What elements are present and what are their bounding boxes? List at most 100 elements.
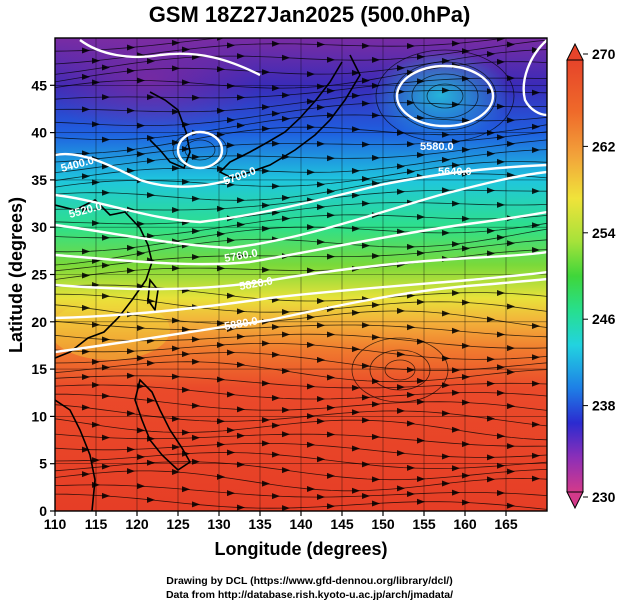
- flow-arrow: [192, 458, 200, 465]
- flow-arrow: [82, 150, 90, 157]
- flow-arrow: [442, 131, 450, 138]
- flow-arrow: [172, 165, 180, 172]
- flow-arrow: [307, 71, 315, 78]
- contour-northwest: [79, 39, 261, 77]
- flow-arrow: [262, 340, 270, 347]
- flow-arrow: [127, 348, 135, 355]
- flow-arrow: [372, 180, 380, 187]
- flow-arrow: [82, 272, 90, 279]
- flow-arrow: [372, 476, 380, 483]
- x-tick-label: 115: [85, 516, 108, 532]
- flow-arrow: [102, 64, 110, 71]
- flow-arrow: [192, 402, 200, 409]
- flow-arrow: [137, 250, 145, 257]
- contour-label-5820: 5820.0: [238, 275, 273, 293]
- flow-arrow: [147, 192, 155, 199]
- flow-arrow: [172, 373, 180, 380]
- flow-arrow: [462, 215, 470, 222]
- flow-arrow: [362, 417, 370, 424]
- colorbar-top-arrow: [566, 42, 584, 61]
- circulation-ring: [393, 61, 497, 131]
- colorbar-label: 230: [592, 489, 616, 505]
- flow-arrow: [182, 386, 190, 393]
- contour-label-5760: 5760.0: [223, 247, 258, 265]
- flow-arrow: [372, 500, 380, 507]
- flow-arrow: [497, 38, 505, 42]
- flow-arrow: [407, 69, 415, 76]
- circulation-ring: [411, 73, 479, 119]
- flow-arrow: [307, 267, 315, 274]
- flow-arrow: [362, 77, 370, 84]
- contour-5580: [55, 170, 547, 250]
- flow-arrow: [317, 356, 325, 363]
- flow-arrow: [362, 141, 370, 148]
- flow-arrow: [82, 471, 90, 478]
- flow-arrow: [487, 88, 495, 95]
- flow-arrow: [327, 404, 335, 411]
- flow-arrow: [262, 125, 270, 132]
- flow-arrow: [407, 366, 415, 373]
- flow-arrow: [327, 188, 335, 195]
- flow-arrow: [262, 167, 270, 174]
- y-tick-label: 0: [39, 503, 47, 519]
- flow-arrow: [362, 176, 370, 183]
- flow-arrow: [92, 179, 100, 186]
- coast-korea: [149, 91, 191, 170]
- flow-arrow: [192, 501, 200, 508]
- flow-arrow: [192, 336, 200, 343]
- flow-arrow: [217, 107, 225, 114]
- flow-arrow: [282, 308, 290, 315]
- x-tick-label: 165: [494, 516, 518, 532]
- flow-arrow: [172, 468, 180, 475]
- flow-arrow: [147, 58, 155, 65]
- flow-arrow: [327, 503, 335, 510]
- contour-5820: [55, 277, 547, 354]
- flow-arrow: [417, 377, 425, 384]
- flow-arrow: [462, 342, 470, 349]
- colorbar-bottom-arrow: [566, 491, 584, 510]
- flow-arrow: [362, 362, 370, 369]
- streamline: [55, 249, 547, 280]
- flow-arrow: [532, 23, 540, 29]
- flow-arrow: [327, 431, 335, 438]
- flow-arrow: [407, 42, 415, 49]
- flow-arrow: [452, 241, 460, 248]
- flow-arrow: [272, 351, 280, 358]
- flow-arrow: [327, 472, 335, 479]
- flow-arrow: [507, 502, 515, 509]
- flow-arrow: [227, 292, 235, 299]
- flow-arrow: [82, 373, 90, 380]
- streamline: [55, 189, 547, 211]
- flow-arrow: [282, 331, 290, 338]
- flow-arrow: [507, 303, 515, 310]
- flow-arrow: [92, 381, 100, 388]
- flow-arrow: [102, 234, 110, 241]
- flow-arrow: [82, 348, 90, 355]
- contour-5640: [55, 210, 547, 266]
- flow-arrow: [352, 346, 360, 353]
- flow-arrow: [172, 317, 180, 324]
- flow-arrow: [507, 403, 515, 410]
- y-tick-label: 15: [31, 361, 47, 377]
- flow-arrow: [352, 445, 360, 452]
- flow-arrow: [307, 124, 315, 131]
- flow-arrow: [172, 39, 180, 46]
- flow-arrow: [317, 41, 325, 48]
- flow-arrow: [102, 94, 110, 101]
- contour-5880: [522, 39, 547, 117]
- flow-arrow: [397, 129, 405, 136]
- contour-5520: [55, 163, 547, 224]
- flow-arrow: [307, 486, 315, 493]
- colorbar-label: 262: [592, 138, 616, 154]
- flow-arrow: [272, 183, 280, 190]
- x-axis-title: Longitude (degrees): [214, 539, 387, 559]
- flow-arrow: [192, 434, 200, 441]
- flow-arrow: [102, 463, 110, 470]
- circulation-ring: [426, 83, 464, 109]
- flow-arrow: [227, 325, 235, 332]
- flow-arrow: [417, 476, 425, 483]
- flow-arrow: [272, 451, 280, 458]
- x-tick-label: 150: [371, 516, 395, 532]
- y-tick-label: 35: [31, 172, 47, 188]
- flow-arrow: [497, 234, 505, 241]
